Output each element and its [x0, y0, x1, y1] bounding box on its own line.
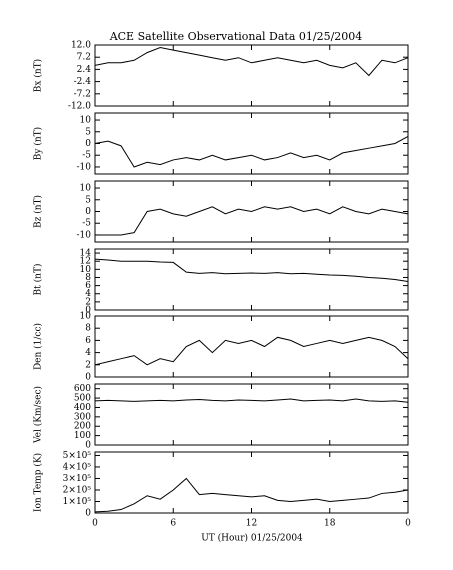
panel-frame	[94, 383, 409, 446]
panel-frame	[94, 248, 409, 311]
y-tick-label: -12.0	[68, 102, 91, 112]
y-tick-label: 2	[85, 297, 91, 307]
y-tick-label: 2×10⁵	[63, 485, 92, 495]
panel-frame	[94, 315, 409, 378]
x-tick-label: 0	[405, 519, 411, 529]
y-tick-label: 4	[85, 348, 91, 358]
data-line	[94, 136, 409, 168]
y-tick-label: 14	[80, 249, 92, 259]
data-line	[94, 398, 409, 403]
y-tick-label: 0	[85, 373, 91, 383]
y-axis-label: Ion Temp (K)	[33, 453, 44, 512]
x-tick-label: 6	[170, 519, 176, 529]
y-tick-label: -2.4	[74, 77, 92, 87]
y-axis-label: Bt (nT)	[33, 264, 44, 296]
y-tick-label: 500	[74, 394, 91, 404]
y-tick-label: 2	[85, 360, 91, 370]
data-line	[94, 336, 409, 366]
y-tick-label: 0	[85, 306, 91, 316]
chart-title: ACE Satellite Observational Data 01/25/2…	[109, 30, 363, 43]
y-tick-label: 7.2	[77, 53, 91, 63]
y-tick-label: 5	[85, 195, 91, 205]
data-line	[95, 206, 409, 236]
y-tick-label: 3×10⁵	[63, 474, 92, 484]
x-axis-label: UT (Hour) 01/25/2004	[201, 533, 303, 544]
y-axis-label: Bx (nT)	[33, 59, 44, 92]
y-tick-label: 0	[85, 441, 91, 451]
y-tick-label: 5×10⁵	[63, 451, 92, 461]
y-tick-label: -10	[77, 162, 92, 172]
y-tick-label: 0	[85, 509, 91, 519]
data-line	[94, 258, 409, 283]
y-tick-label: -5	[82, 151, 91, 161]
y-tick-label: 10	[80, 116, 92, 126]
y-tick-label: 0	[85, 139, 91, 149]
y-tick-label: 1×10⁵	[63, 497, 92, 507]
y-tick-label: 4	[85, 289, 91, 299]
y-tick-label: 6	[85, 281, 91, 291]
y-tick-label: 12	[80, 257, 91, 267]
panel-frame	[94, 451, 409, 514]
y-tick-label: 10	[80, 265, 92, 275]
y-tick-label: 600	[74, 384, 91, 394]
y-tick-label: 300	[74, 412, 91, 422]
y-tick-label: -7.2	[74, 89, 91, 99]
y-tick-label: 5	[85, 127, 91, 137]
y-tick-label: 200	[74, 422, 91, 432]
y-axis-label: By (nT)	[33, 127, 44, 160]
x-tick-label: 0	[92, 519, 98, 529]
y-axis-label: Vel (Km/sec)	[33, 386, 44, 444]
y-tick-label: -10	[77, 230, 92, 240]
y-tick-label: 400	[74, 403, 91, 413]
data-line	[94, 477, 409, 513]
data-line	[94, 47, 409, 77]
y-tick-label: -5	[82, 219, 91, 229]
y-tick-label: 100	[74, 431, 91, 441]
y-tick-label: 8	[85, 324, 91, 334]
y-axis-label: Den (1/cc)	[33, 323, 44, 370]
y-tick-label: 2.4	[77, 65, 92, 75]
y-axis-label: Bz (nT)	[33, 195, 44, 228]
y-tick-label: 10	[80, 184, 92, 194]
y-tick-label: 12.0	[71, 41, 91, 51]
y-tick-label: 0	[85, 207, 91, 217]
x-tick-label: 12	[246, 519, 257, 529]
x-tick-label: 18	[324, 519, 336, 529]
y-tick-label: 10	[80, 312, 92, 322]
y-tick-label: 6	[85, 336, 91, 346]
panel-frame	[94, 112, 409, 175]
panel-frame	[94, 44, 409, 107]
y-tick-label: 8	[85, 273, 91, 283]
y-tick-label: 4×10⁵	[63, 462, 92, 472]
